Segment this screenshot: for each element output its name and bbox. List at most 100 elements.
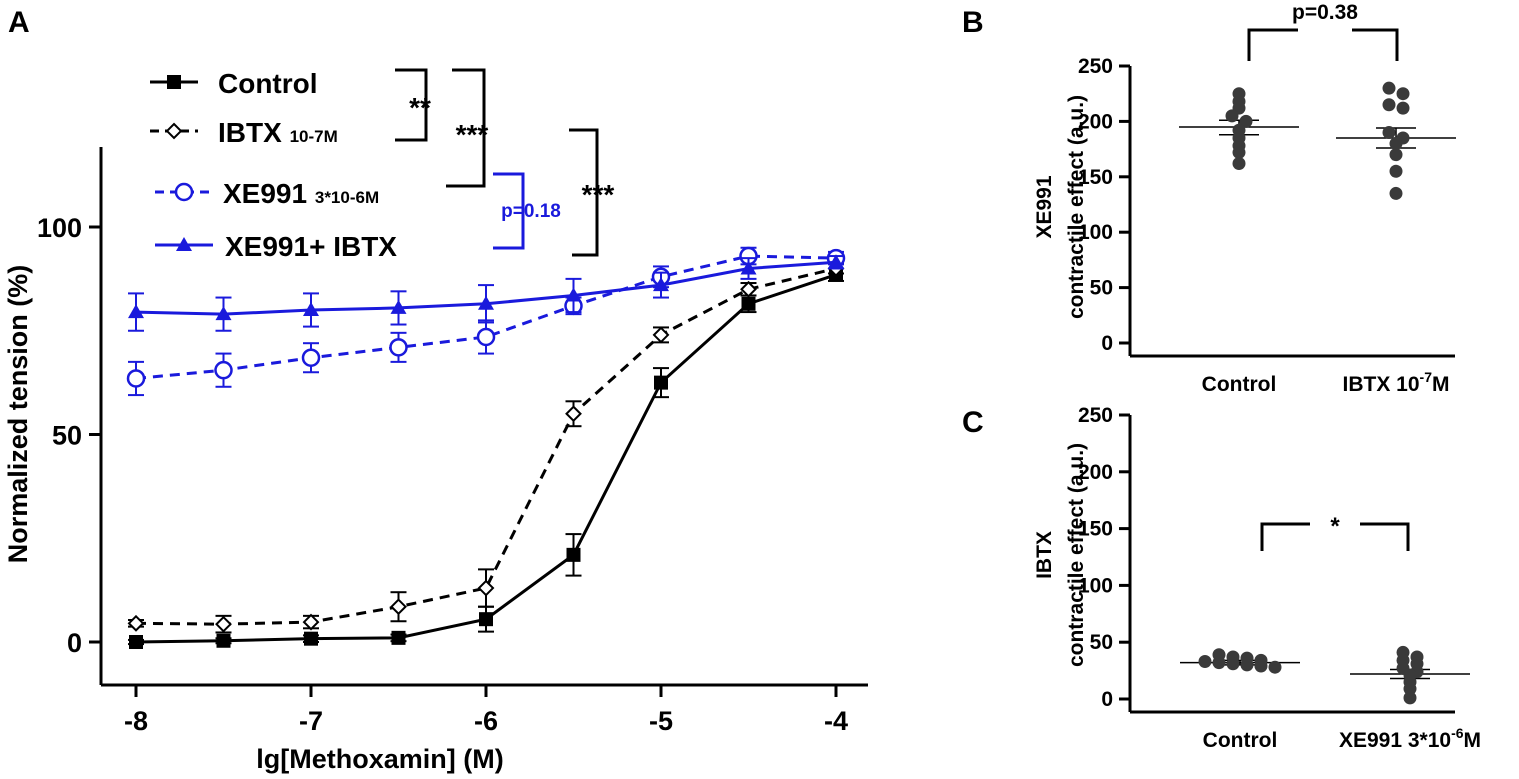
data-point [652, 326, 670, 344]
a-y-tick-label: 100 [37, 213, 82, 243]
c-y-tick-label: 250 [1078, 404, 1113, 427]
data-point [127, 614, 145, 632]
data-point [126, 369, 146, 388]
data-point [303, 302, 319, 316]
c-data-point [1240, 658, 1254, 672]
bracket-control-ibtx [395, 68, 428, 142]
b-y-tick-label: 250 [1078, 55, 1113, 78]
a-x-tick-label: -7 [299, 706, 323, 736]
a-x-tick-label: -5 [649, 706, 673, 736]
legend-sub-ibtx: 10-7M [290, 127, 338, 146]
b-group-1 [1179, 87, 1299, 171]
bracket-xe991-combo [493, 172, 525, 250]
b-data-point [1382, 125, 1396, 139]
b-data-point [1239, 114, 1253, 128]
data-point [390, 299, 407, 314]
b-significance-bracket [1247, 28, 1399, 61]
b-data-point [1382, 98, 1396, 112]
panel-label-b: B [962, 6, 984, 39]
b-cat-control: Control [1202, 373, 1277, 396]
c-cat-xe991: XE991 3*10-6M [1339, 725, 1481, 752]
c-data-point [1254, 659, 1268, 673]
data-point [129, 635, 143, 649]
a-y-tick-label: 50 [52, 421, 82, 451]
c-y-axis-label-top: IBTX [1033, 531, 1056, 579]
data-point [741, 296, 756, 311]
c-cat-control: Control [1203, 729, 1278, 752]
b-cat-ibtx: IBTX 10-7M [1343, 369, 1450, 396]
b-data-point [1389, 137, 1403, 151]
data-point [828, 254, 844, 269]
data-point [740, 280, 757, 298]
b-y-tick-label: 100 [1078, 221, 1113, 244]
b-data-point [1232, 145, 1246, 159]
data-point [566, 547, 581, 562]
panel-label-c: C [962, 406, 984, 439]
bracket-control-xe991 [446, 68, 486, 188]
data-point [740, 260, 757, 275]
c-data-point [1198, 655, 1212, 669]
bracket-ibtx-combo [569, 128, 599, 257]
c-y-tick-label: 100 [1078, 574, 1113, 597]
b-data-point [1396, 87, 1410, 101]
sig-control-ibtx: ** [409, 92, 431, 123]
data-point [214, 360, 233, 380]
sig-xe991-combo: p=0.18 [501, 201, 561, 222]
c-data-point [1212, 656, 1226, 670]
legend-item-xe991: XE991 3*10-6M [155, 178, 379, 209]
c-significance-bracket [1260, 522, 1410, 551]
legend-sub-xe991: 3*10-6M [315, 188, 379, 207]
b-y-tick-label: 150 [1078, 166, 1113, 189]
c-y-tick-label: 150 [1078, 518, 1113, 541]
legend-label-control: Control [218, 68, 318, 99]
b-data-point [1382, 81, 1396, 95]
c-group-1 [1180, 648, 1300, 674]
data-point [216, 633, 231, 648]
series-xe991-ibtx [128, 254, 844, 332]
legend-item-ibtx: IBTX 10-7M [150, 117, 338, 148]
svg-text:XE991 3*10-6M: XE991 3*10-6M [223, 178, 379, 209]
b-group-2 [1336, 81, 1456, 200]
data-point [389, 338, 408, 357]
b-data-point [1232, 157, 1246, 171]
c-group-2 [1350, 645, 1470, 705]
data-point [301, 348, 321, 367]
data-point [128, 304, 144, 319]
legend-label-xe991-ibtx: XE991+ IBTX [225, 231, 397, 262]
legend-label-ibtx: IBTX [218, 117, 282, 148]
data-point [302, 613, 320, 631]
b-data-point [1389, 164, 1403, 178]
data-point [477, 579, 495, 597]
b-y-tick-label: 50 [1090, 277, 1113, 300]
b-data-point [1389, 148, 1403, 162]
c-data-point [1403, 682, 1417, 696]
legend-label-xe991: XE991 [223, 178, 307, 209]
series-ibtx [127, 260, 845, 634]
a-x-axis-label: lg[Methoxamin] (M) [256, 744, 503, 774]
b-y-axis-label-top: XE991 [1033, 175, 1056, 238]
data-point [565, 287, 582, 302]
c-data-point [1226, 657, 1240, 671]
sig-control-xe991: *** [456, 119, 489, 150]
a-y-tick-label: 0 [67, 628, 82, 658]
data-point [654, 375, 668, 390]
series-control [128, 267, 844, 649]
a-x-tick-label: -6 [474, 706, 498, 736]
svg-text:IBTX 10-7M: IBTX 10-7M [218, 117, 338, 148]
data-point [215, 306, 232, 321]
c-y-tick-label: 0 [1101, 688, 1113, 711]
b-y-axis-label: contractile effect (a.u.) [1065, 95, 1088, 319]
a-x-tick-label: -4 [824, 706, 848, 736]
b-data-point [1389, 186, 1403, 200]
panel-label-a: A [8, 6, 30, 39]
data-point [304, 631, 318, 646]
sig-ibtx-combo: *** [582, 179, 615, 210]
data-point [479, 612, 493, 627]
c-y-tick-label: 200 [1078, 461, 1113, 484]
series-line-ibtx [135, 267, 837, 626]
c-data-point [1403, 691, 1417, 705]
legend-item-control: Control [150, 68, 318, 99]
data-point [390, 598, 407, 616]
series-line-xe991 [135, 254, 837, 380]
